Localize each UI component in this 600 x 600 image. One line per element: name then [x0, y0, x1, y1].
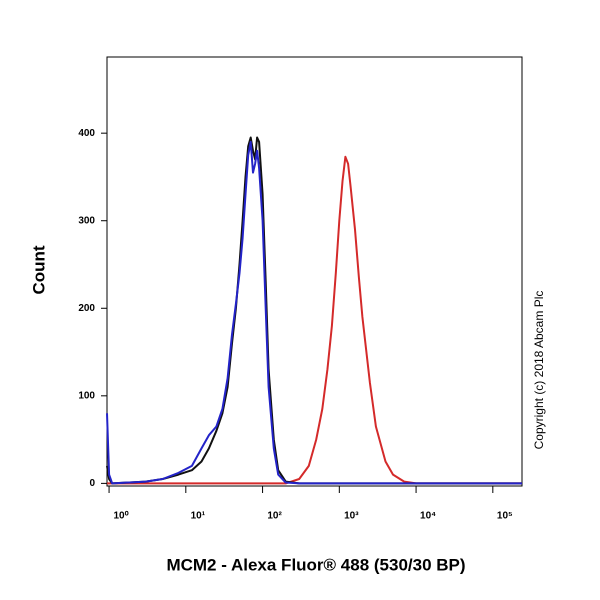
x-axis-label: MCM2 - Alexa Fluor® 488 (530/30 BP)	[166, 555, 465, 574]
copyright: Copyright (c) 2018 Abcam Plc	[532, 291, 546, 450]
histogram-line	[107, 155, 522, 485]
histogram-line	[106, 140, 522, 485]
x-tick-label: 10¹	[191, 511, 206, 522]
y-tick-label: 0	[89, 478, 95, 489]
plot-frame	[106, 56, 523, 487]
histogram-line	[106, 136, 522, 485]
y-tick-label: 400	[78, 128, 95, 139]
x-tick-label: 10²	[267, 511, 282, 522]
y-tick-label: 200	[78, 303, 95, 314]
x-tick-label: 10⁵	[497, 511, 513, 522]
x-tick-label: 10³	[344, 511, 359, 522]
x-tick-label: 10⁰	[113, 511, 128, 522]
x-tick-label: 10⁴	[420, 511, 436, 522]
y-tick-label: 100	[78, 390, 95, 401]
y-tick-label: 300	[78, 215, 95, 226]
y-axis-label: Count	[29, 245, 48, 294]
